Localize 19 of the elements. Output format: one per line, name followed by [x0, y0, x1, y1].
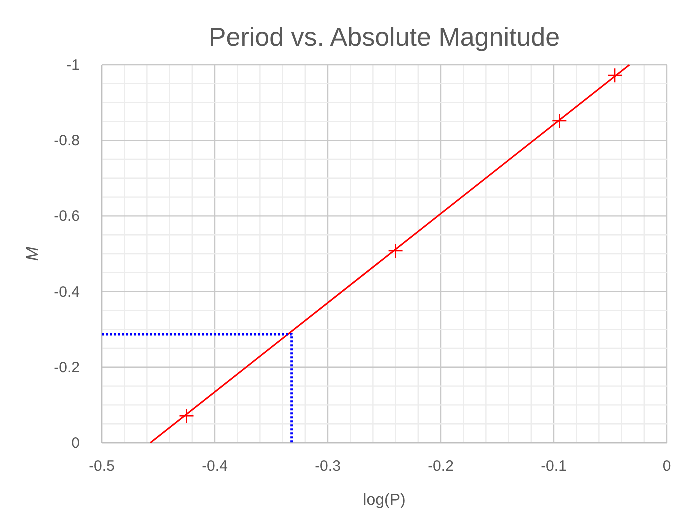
x-axis-title: log(P): [363, 492, 406, 509]
point: [179, 408, 194, 424]
x-tick-label: -0.5: [89, 458, 115, 475]
y-axis-title: M: [23, 246, 42, 262]
y-tick-label: 0: [72, 435, 80, 452]
point: [552, 113, 568, 129]
chart-title: Period vs. Absolute Magnitude: [208, 22, 560, 52]
y-tick-label: -1: [66, 57, 80, 74]
point: [388, 243, 404, 259]
point: [607, 68, 623, 84]
x-tick-label: -0.2: [428, 458, 454, 475]
y-tick-label: -0.6: [54, 208, 80, 226]
x-tick-label: -0.3: [315, 458, 341, 475]
x-tick-label: 0: [662, 458, 672, 475]
x-tick-label: -0.4: [202, 458, 228, 475]
y-tick-label: -0.4: [54, 284, 80, 301]
y-tick-label: -0.8: [54, 132, 80, 150]
y-tick-label: -0.2: [54, 359, 80, 376]
x-tick-label: -0.1: [541, 458, 567, 475]
